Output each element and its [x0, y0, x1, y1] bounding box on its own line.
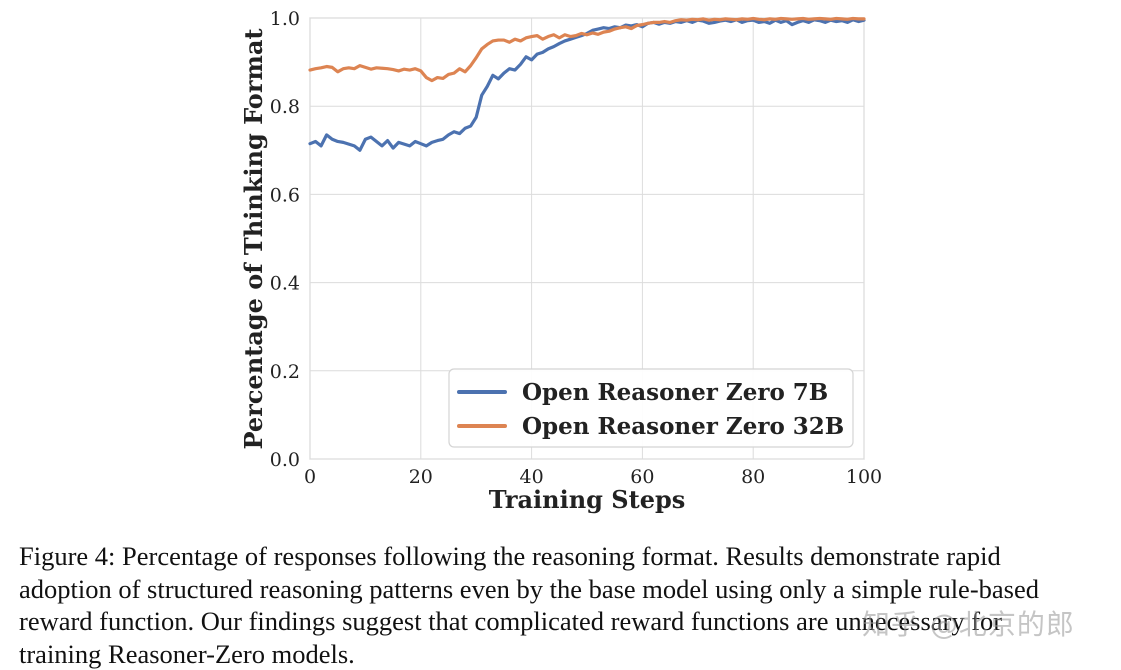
y-tick-label: 0.4 [270, 273, 300, 295]
y-tick-label: 0.6 [270, 184, 300, 206]
grid-lines [309, 17, 865, 460]
y-axis-label: Percentage of Thinking Format [239, 29, 268, 450]
caption-line: Figure 4: Percentage of responses follow… [19, 541, 1001, 571]
y-tick-label: 0.2 [270, 361, 300, 383]
legend-label: Open Reasoner Zero 32B [522, 413, 844, 440]
y-tick-label: 1.0 [270, 8, 300, 30]
x-tick-label: 60 [630, 466, 654, 488]
y-tick-label: 0.0 [270, 449, 300, 471]
x-tick-label: 100 [846, 466, 882, 488]
caption-line: adoption of structured reasoning pattern… [19, 573, 1039, 604]
legend-label: Open Reasoner Zero 7B [522, 379, 828, 406]
series-lines [308, 16, 866, 152]
caption-line: training Reasoner-Zero models. [19, 638, 355, 669]
x-axis-label: Training Steps [489, 485, 686, 514]
y-tick-label: 0.8 [270, 96, 300, 118]
x-tick-label: 20 [409, 466, 433, 488]
tick-labels: 0 20 40 60 80 100 0.0 0.2 0.4 0.6 0.8 1.0 [270, 8, 882, 488]
line-chart: 0 20 40 60 80 100 0.0 0.2 0.4 0.6 0.8 1.0 Training … [239, 8, 882, 514]
figure-caption: Figure 4: Percentage of responses follow… [19, 540, 1109, 670]
series-line-32b [308, 16, 866, 83]
caption-line: reward function. Our findings suggest th… [19, 606, 1003, 636]
x-tick-label: 0 [304, 466, 316, 488]
x-tick-label: 40 [520, 466, 544, 488]
x-tick-label: 80 [741, 466, 765, 488]
legend: Open Reasoner Zero 7B Open Reasoner Zero … [448, 368, 854, 448]
legend-box [448, 368, 854, 448]
watermark: 知乎 @北京的郎 [862, 608, 1075, 641]
